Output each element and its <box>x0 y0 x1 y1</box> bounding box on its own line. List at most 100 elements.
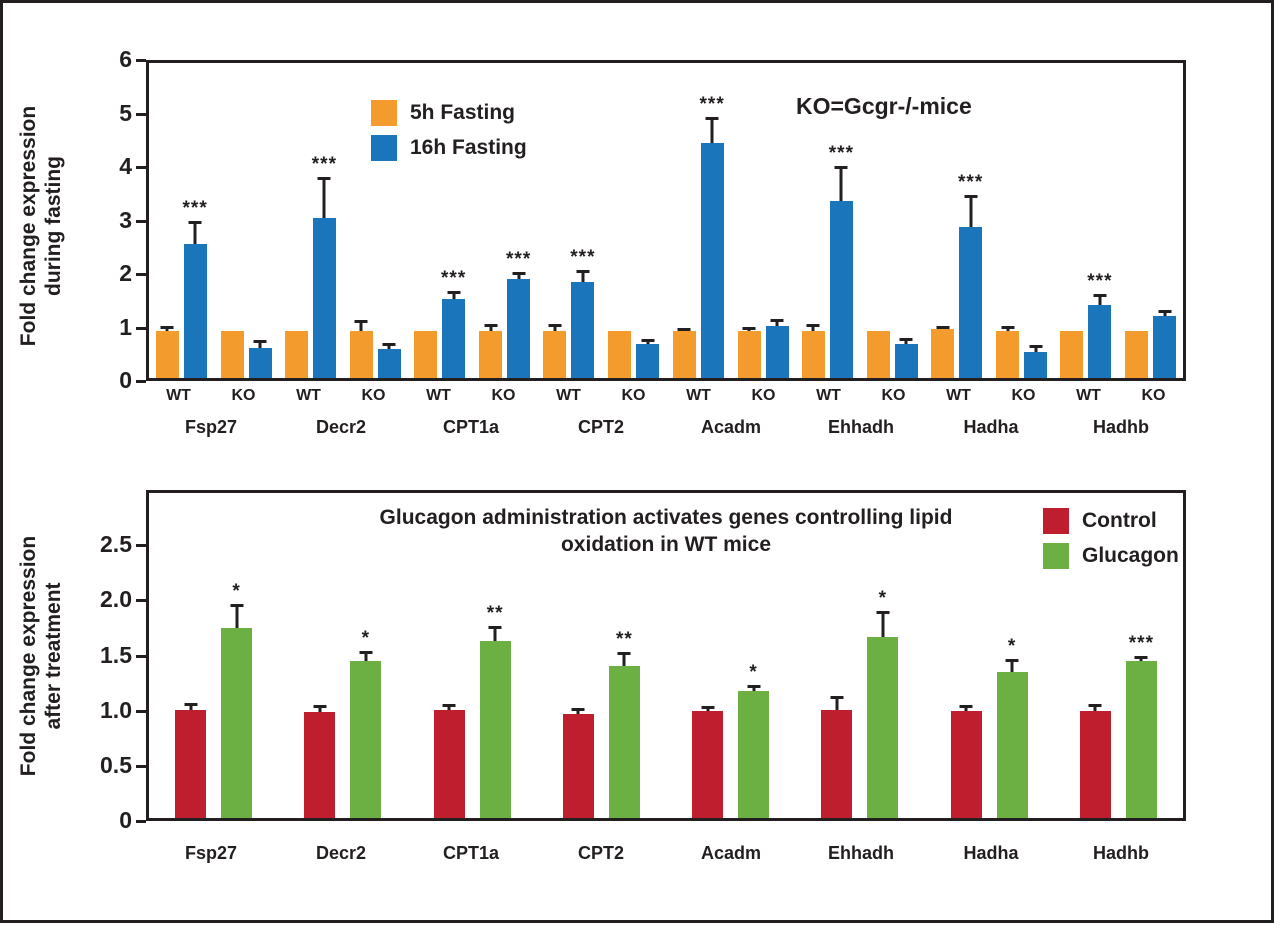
error-bar <box>867 611 898 638</box>
x-label-cell: WT KO Hadhb <box>1056 381 1186 438</box>
bar-slot: *** <box>183 63 207 378</box>
sublabel-ko: KO <box>491 387 516 404</box>
bar-slot <box>1024 63 1048 378</box>
bar-pair: * <box>821 493 899 818</box>
y-tick-label: 1.5 <box>100 641 132 668</box>
bar-slot <box>1125 63 1149 378</box>
bar-slot <box>284 63 308 378</box>
bar-pair: ** <box>562 493 640 818</box>
bar-cpt1a-glucagon <box>479 641 511 818</box>
y-tick-label: 2.5 <box>100 531 132 558</box>
bar-pair: *** <box>1079 493 1157 818</box>
top-y-axis-label: Fold change expression during fasting <box>17 105 65 347</box>
error-bar <box>571 270 594 282</box>
bar-pair: * <box>175 493 253 818</box>
sublabel-wt: WT <box>556 387 581 404</box>
significance-marker: * <box>878 588 888 610</box>
bar-hadha-control <box>950 710 982 818</box>
bar-ehhadh-control <box>821 709 853 818</box>
x-axis-labels: Fsp27 Decr2 CPT1a CPT2 Acadm Ehhadh Hadha Hadhb <box>146 821 1186 864</box>
bar-slot <box>1079 493 1111 818</box>
significance-marker: * <box>1007 635 1017 657</box>
genotype-sublabels: WT KO <box>153 387 269 405</box>
bar-decr2-ko-5h-fasting <box>349 330 373 378</box>
legend-swatch <box>371 100 397 126</box>
sublabel-ko: KO <box>1141 387 1166 404</box>
y-tick-label: 3 <box>119 206 132 233</box>
x-label-cell: Ehhadh <box>796 821 926 864</box>
bar-cpt1a-ko-5h-fasting <box>479 330 503 378</box>
bar-group-cpt2: *** <box>537 63 666 378</box>
bar-pair: *** <box>1060 63 1111 378</box>
legend-swatch <box>1043 543 1069 569</box>
bar-acadm-control <box>692 710 724 818</box>
bar-cpt1a-control <box>433 709 465 818</box>
bar-group-cpt2: ** <box>537 493 666 818</box>
significance-marker: * <box>749 661 758 683</box>
bar-hadha-glucagon <box>996 671 1028 818</box>
bar-slot <box>155 63 179 378</box>
error-bar <box>1088 294 1111 305</box>
gene-label-hadha: Hadha <box>963 417 1019 437</box>
bar-slot: *** <box>506 63 530 378</box>
y-tick-label: 0 <box>119 807 132 833</box>
error-bar <box>313 176 336 218</box>
bar-pair <box>608 63 660 378</box>
error-bar <box>830 166 853 201</box>
bar-fsp27-glucagon <box>221 628 253 818</box>
bar-hadha-wt-5h-fasting <box>931 329 955 378</box>
bar-cpt2-control <box>562 714 594 818</box>
error-bar <box>997 658 1028 672</box>
legend: Control Glucagon <box>1043 508 1179 569</box>
significance-marker: ** <box>486 603 504 625</box>
gene-label-hadha: Hadha <box>963 843 1019 863</box>
y-tick-mark <box>136 380 146 383</box>
sublabel-wt: WT <box>686 387 711 404</box>
y-tick-label: 6 <box>119 46 132 72</box>
bar-fsp27-wt-5h-fasting <box>155 330 179 378</box>
bar-group-cpt1a: ** <box>408 493 537 818</box>
bar-pair: ** <box>433 493 511 818</box>
error-bar <box>442 291 465 300</box>
bar-slot: *** <box>1087 63 1111 378</box>
bar-hadha-ko-16h-fasting <box>1024 352 1048 378</box>
sublabel-wt: WT <box>426 387 451 404</box>
y-tick-mark <box>136 654 146 658</box>
y-tick-mark <box>136 166 146 169</box>
x-label-cell: Hadhb <box>1056 821 1186 864</box>
bar-cpt2-ko-16h-fasting <box>636 343 660 378</box>
y-tick-label: 1 <box>119 313 132 340</box>
y-tick-label: 2.0 <box>100 586 132 613</box>
significance-marker: *** <box>570 247 596 269</box>
gene-label-fsp27: Fsp27 <box>184 417 238 437</box>
bar-cpt1a-wt-5h-fasting <box>414 330 438 378</box>
bar-pair <box>1125 63 1177 378</box>
x-axis-labels: WT KO Fsp27 WT KO Decr2 WT KO CPT1a WT KO CPT2 WT KO A… <box>146 381 1186 438</box>
significance-marker: *** <box>699 94 725 116</box>
bar-group-fsp27: * <box>149 493 278 818</box>
bar-slot <box>414 63 438 378</box>
bar-slot <box>636 63 660 378</box>
bar-ehhadh-wt-5h-fasting <box>801 330 825 378</box>
x-label-cell: Decr2 <box>276 821 406 864</box>
legend-item: 16h Fasting <box>371 135 527 161</box>
gene-label-decr2: Decr2 <box>315 843 367 863</box>
bar-decr2-glucagon <box>350 660 382 818</box>
error-bar <box>480 626 511 642</box>
gene-label-cpt1a: CPT1a <box>442 843 500 863</box>
bar-hadha-ko-5h-fasting <box>996 330 1020 378</box>
bar-group-hadha: * <box>925 493 1054 818</box>
bar-ehhadh-wt-16h-fasting <box>829 200 853 378</box>
bar-group-decr2: * <box>278 493 407 818</box>
bar-cpt2-wt-16h-fasting <box>571 281 595 378</box>
sublabel-ko: KO <box>1011 387 1036 404</box>
bar-slot <box>866 63 890 378</box>
error-bar <box>802 323 825 331</box>
bar-hadhb-ko-5h-fasting <box>1125 330 1149 378</box>
y-tick-mark <box>136 764 146 768</box>
legend-item: Glucagon <box>1043 543 1179 569</box>
y-tick-label: 1.0 <box>100 696 132 723</box>
significance-marker: *** <box>311 153 337 175</box>
genotype-sublabels: WT KO <box>803 387 919 405</box>
genotype-sublabels: WT KO <box>673 387 789 405</box>
